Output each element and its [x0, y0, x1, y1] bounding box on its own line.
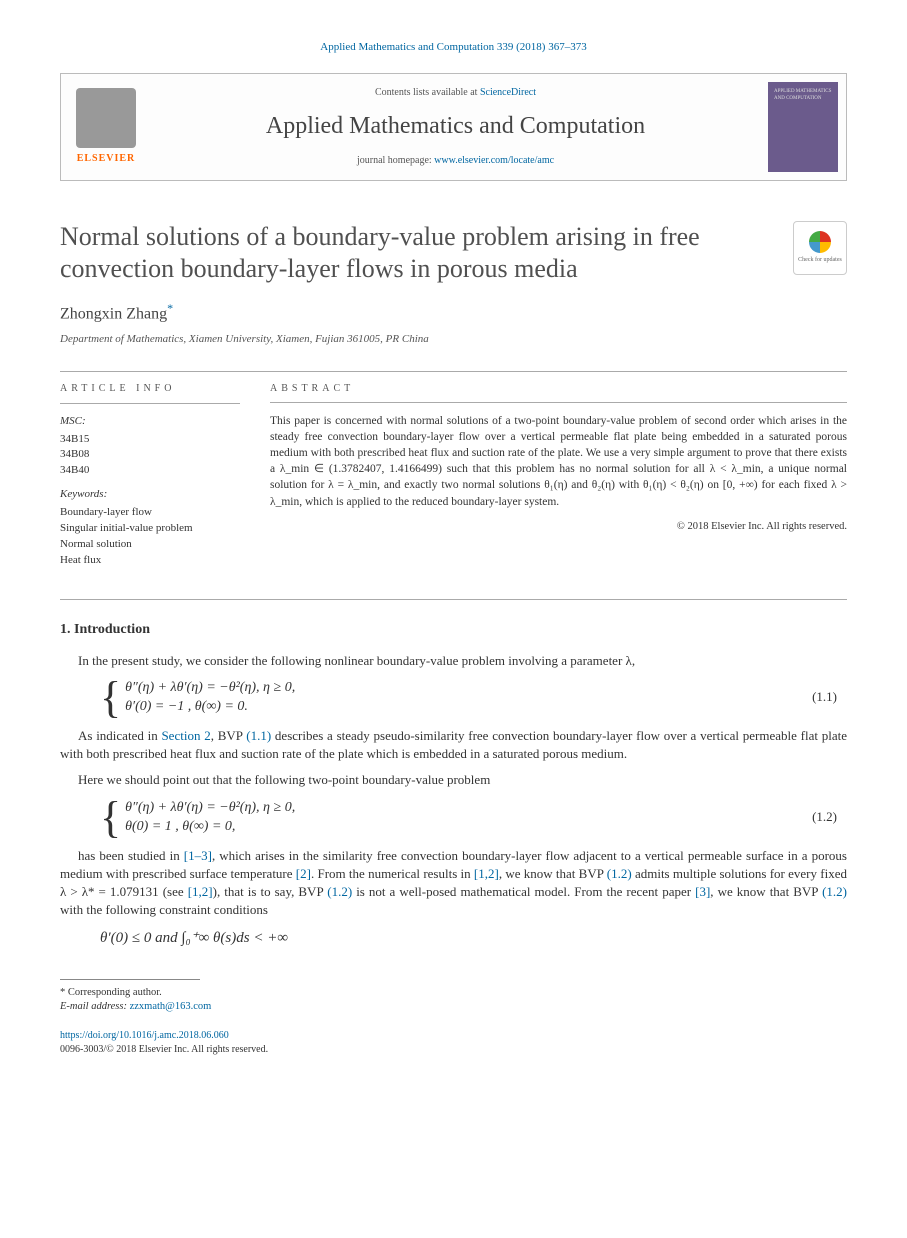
intro-p3: Here we should point out that the follow…: [60, 771, 847, 789]
homepage-prefix: journal homepage:: [357, 155, 434, 166]
p4-d: , we know that BVP: [499, 866, 607, 881]
eq-1-1-link[interactable]: (1.1): [246, 728, 271, 743]
ref-3-link[interactable]: [3]: [695, 884, 710, 899]
cover-label: APPLIED MATHEMATICS AND COMPUTATION: [774, 88, 832, 102]
msc-item: 34B15: [60, 432, 240, 448]
intro-p1: In the present study, we consider the fo…: [60, 652, 847, 670]
constraint-equation: θ′(0) ≤ 0 and ∫₀⁺∞ θ(s)ds < +∞: [100, 928, 847, 949]
eq12-number: (1.2): [812, 808, 847, 826]
affiliation: Department of Mathematics, Xiamen Univer…: [60, 332, 847, 347]
check-updates-text: Check for updates: [798, 256, 842, 264]
check-updates-badge[interactable]: Check for updates: [793, 221, 847, 275]
brace-icon: {: [100, 800, 121, 835]
contents-line: Contents lists available at ScienceDirec…: [163, 86, 748, 100]
msc-item: 34B08: [60, 447, 240, 463]
divider: [60, 403, 240, 404]
p4-h: , we know that BVP: [710, 884, 822, 899]
doi-link[interactable]: https://doi.org/10.1016/j.amc.2018.06.06…: [60, 1029, 847, 1043]
eq-1-2-link[interactable]: (1.2): [607, 866, 632, 881]
equation-1-2: { θ″(η) + λθ′(η) = −θ²(η), η ≥ 0, θ(0) =…: [100, 798, 847, 837]
p4-a: has been studied in: [78, 848, 184, 863]
footnote-corr: * Corresponding author.: [60, 986, 847, 1001]
keyword-item: Singular initial-value problem: [60, 521, 240, 537]
author-corr-mark: *: [167, 301, 173, 315]
eq12-line1: θ″(η) + λθ′(η) = −θ²(η), η ≥ 0,: [125, 798, 295, 818]
homepage-link[interactable]: www.elsevier.com/locate/amc: [434, 155, 554, 166]
p4-f: ), that is to say, BVP: [213, 884, 328, 899]
p2-b: , BVP: [211, 728, 247, 743]
footer-rights: 0096-3003/© 2018 Elsevier Inc. All right…: [60, 1043, 847, 1057]
author-name: Zhongxin Zhang*: [60, 300, 847, 326]
divider: [60, 371, 847, 372]
abstract-text: This paper is concerned with normal solu…: [270, 413, 847, 510]
elsevier-logo: ELSEVIER: [61, 74, 151, 180]
footnote-email: E-mail address: zzxmath@163.com: [60, 1000, 847, 1015]
divider: [60, 599, 847, 600]
equation-1-1: { θ″(η) + λθ′(η) = −θ²(η), η ≥ 0, θ′(0) …: [100, 678, 847, 717]
elsevier-text: ELSEVIER: [77, 152, 136, 166]
journal-cover-thumbnail: APPLIED MATHEMATICS AND COMPUTATION: [768, 82, 838, 172]
section-1-head: 1. Introduction: [60, 620, 847, 640]
elsevier-tree-icon: [76, 88, 136, 148]
ref-2-link[interactable]: [2]: [296, 866, 311, 881]
keywords-label: Keywords:: [60, 487, 240, 503]
keyword-item: Boundary-layer flow: [60, 505, 240, 521]
p4-i: with the following constraint conditions: [60, 902, 268, 917]
eq11-line1: θ″(η) + λθ′(η) = −θ²(η), η ≥ 0,: [125, 678, 295, 698]
article-info-head: article info: [60, 382, 240, 397]
check-updates-icon: [809, 231, 831, 253]
p2-a: As indicated in: [78, 728, 161, 743]
divider: [270, 402, 847, 403]
abstract-head: abstract: [270, 382, 847, 396]
homepage-line: journal homepage: www.elsevier.com/locat…: [163, 154, 748, 168]
eq-1-2-link-c[interactable]: (1.2): [822, 884, 847, 899]
keyword-item: Normal solution: [60, 537, 240, 553]
footnote-rule: [60, 979, 200, 980]
eq11-line2: θ′(0) = −1 , θ(∞) = 0.: [125, 697, 295, 717]
ref-1-2-link[interactable]: [1,2]: [474, 866, 499, 881]
header-center: Contents lists available at ScienceDirec…: [151, 74, 760, 180]
journal-header: ELSEVIER Contents lists available at Sci…: [60, 73, 847, 181]
email-label: E-mail address:: [60, 1001, 130, 1012]
journal-reference: Applied Mathematics and Computation 339 …: [60, 40, 847, 55]
p4-c: . From the numerical results in: [311, 866, 474, 881]
ref-1-3-link[interactable]: [1–3]: [184, 848, 212, 863]
journal-name: Applied Mathematics and Computation: [163, 110, 748, 144]
p4-g: is not a well-posed mathematical model. …: [352, 884, 695, 899]
msc-label: MSC:: [60, 414, 240, 430]
article-info-column: article info MSC: 34B15 34B08 34B40 Keyw…: [60, 382, 240, 569]
keyword-item: Heat flux: [60, 553, 240, 569]
brace-icon: {: [100, 680, 121, 715]
eq12-line2: θ(0) = 1 , θ(∞) = 0,: [125, 817, 295, 837]
eq11-number: (1.1): [812, 688, 847, 706]
article-title: Normal solutions of a boundary-value pro…: [60, 221, 773, 286]
eq-1-2-link-b[interactable]: (1.2): [327, 884, 352, 899]
intro-p4: has been studied in [1–3], which arises …: [60, 847, 847, 920]
email-link[interactable]: zzxmath@163.com: [130, 1001, 212, 1012]
section-2-link[interactable]: Section 2: [161, 728, 210, 743]
abstract-copyright: © 2018 Elsevier Inc. All rights reserved…: [270, 520, 847, 535]
abstract-column: abstract This paper is concerned with no…: [270, 382, 847, 569]
msc-item: 34B40: [60, 463, 240, 479]
sciencedirect-link[interactable]: ScienceDirect: [480, 87, 536, 98]
contents-prefix: Contents lists available at: [375, 87, 480, 98]
ref-1-2-link-b[interactable]: [1,2]: [188, 884, 213, 899]
author-text: Zhongxin Zhang: [60, 305, 167, 322]
intro-p2: As indicated in Section 2, BVP (1.1) des…: [60, 727, 847, 763]
